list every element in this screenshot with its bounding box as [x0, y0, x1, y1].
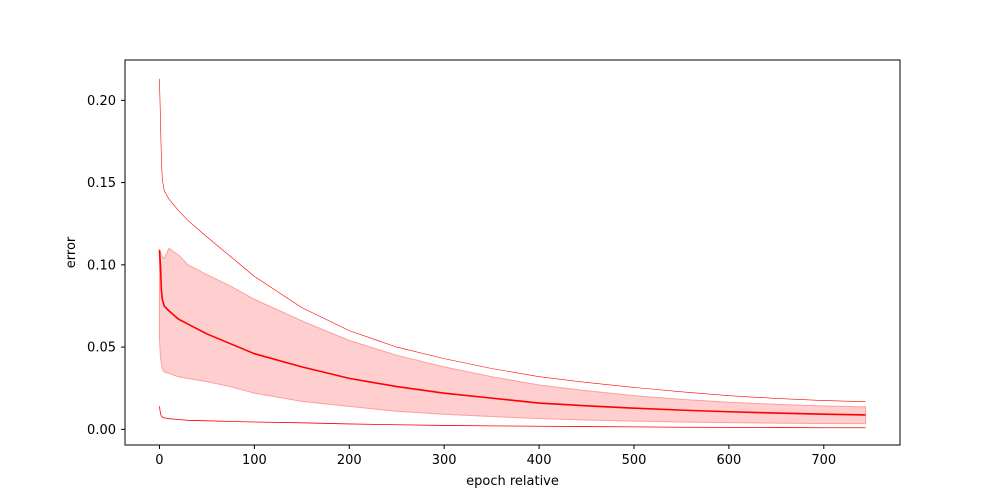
std-band	[158, 247, 867, 425]
x-tick-label: 0	[155, 453, 163, 468]
x-tick-label: 200	[337, 453, 362, 468]
y-tick-label: 0.15	[87, 176, 116, 191]
y-tick-label: 0.20	[87, 94, 116, 109]
x-tick-label: 100	[242, 453, 267, 468]
y-tick-label: 0.10	[87, 258, 116, 273]
mean-error-line	[158, 249, 866, 416]
max-error-line	[159, 78, 866, 403]
y-axis-ticks: 0.00 0.05 0.10 0.15 0.20	[87, 94, 125, 438]
y-axis-label: error	[64, 236, 79, 268]
x-axis-label: epoch relative	[466, 474, 559, 489]
y-tick-label: 0.05	[87, 341, 116, 356]
plot-frame	[124, 59, 901, 446]
y-tick-label: 0.00	[87, 423, 116, 438]
line-layer	[158, 78, 866, 429]
x-tick-label: 300	[432, 453, 457, 468]
min-error-line	[159, 406, 866, 429]
x-tick-label: 500	[622, 453, 647, 468]
x-tick-label: 400	[527, 453, 552, 468]
band-layer	[158, 247, 867, 425]
x-tick-label: 600	[716, 453, 741, 468]
x-axis-ticks: 0 100 200 300 400 500 600 700	[155, 445, 836, 468]
x-tick-label: 700	[811, 453, 836, 468]
